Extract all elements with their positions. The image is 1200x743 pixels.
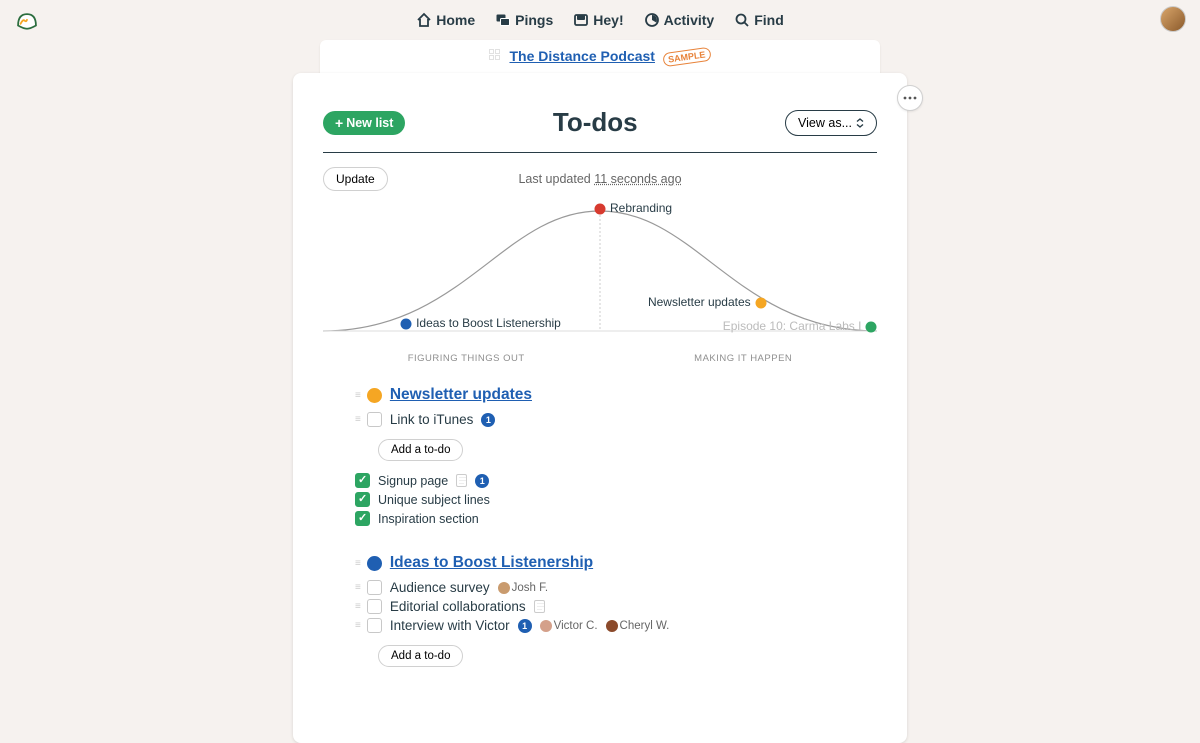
comment-count-badge: 1 (518, 619, 532, 633)
drag-handle-icon[interactable]: ≡ (355, 390, 359, 401)
comment-count-badge: 1 (481, 413, 495, 427)
nav-activity[interactable]: Activity (644, 12, 715, 28)
assignee: Cheryl W. (606, 620, 670, 632)
todo-checkbox[interactable] (367, 412, 382, 427)
todo-label: Link to iTunes (390, 412, 474, 427)
drag-handle-icon[interactable]: ≡ (355, 558, 359, 569)
drag-handle-icon[interactable]: ≡ (355, 601, 359, 612)
add-todo-button[interactable]: Add a to-do (378, 645, 463, 667)
nav-pings[interactable]: Pings (495, 12, 553, 28)
hill-dot[interactable] (401, 319, 412, 330)
assignee: Josh F. (498, 582, 548, 594)
assignee-avatar-icon (606, 620, 618, 632)
doc-icon (534, 600, 545, 613)
hill-dot[interactable] (866, 322, 877, 333)
todo-checkbox-done[interactable] (355, 511, 370, 526)
todo-item[interactable]: ≡ Audience survey Josh F. (355, 578, 845, 597)
breadcrumb: The Distance Podcast SAMPLE (320, 40, 880, 74)
assignee-avatar-icon (498, 582, 510, 594)
hill-axis-left: FIGURING THINGS OUT (408, 353, 525, 364)
hill-dot[interactable] (595, 203, 606, 214)
list-title-link[interactable]: Newsletter updates (390, 386, 532, 404)
assignee: Victor C. (540, 620, 598, 632)
drag-handle-icon[interactable]: ≡ (355, 620, 359, 631)
doc-icon (456, 474, 467, 487)
pings-icon (495, 12, 511, 28)
todo-label: Inspiration section (378, 512, 479, 526)
nav-find[interactable]: Find (734, 12, 784, 28)
hey-icon (573, 12, 589, 28)
main-card: + New list To-dos View as... Update Last… (293, 73, 907, 743)
page-title: To-dos (553, 107, 638, 138)
todo-checkbox[interactable] (367, 599, 382, 614)
hill-dot-label: Newsletter updates (648, 295, 751, 309)
todo-item[interactable]: ≡ Link to iTunes 1 (355, 410, 845, 429)
search-icon (734, 12, 750, 28)
home-icon (416, 12, 432, 28)
todo-item-completed[interactable]: Inspiration section (355, 509, 845, 528)
plus-icon: + (335, 116, 343, 130)
nav-hey[interactable]: Hey! (573, 12, 623, 28)
todo-item-completed[interactable]: Signup page 1 (355, 471, 845, 490)
todo-label: Audience survey (390, 580, 490, 595)
hill-dot-label: Ideas to Boost Listenership (416, 316, 561, 330)
sample-badge: SAMPLE (663, 47, 712, 67)
list-color-dot (367, 388, 382, 403)
todo-checkbox[interactable] (367, 580, 382, 595)
drag-handle-icon[interactable]: ≡ (355, 582, 359, 593)
todo-item[interactable]: ≡ Interview with Victor 1 Victor C. Cher… (355, 616, 845, 635)
todo-checkbox[interactable] (367, 618, 382, 633)
hill-chart: Ideas to Boost Listenership Rebranding New… (323, 201, 877, 351)
ellipsis-icon (903, 96, 917, 100)
assignee-avatar-icon (540, 620, 552, 632)
todo-checkbox-done[interactable] (355, 473, 370, 488)
view-as-button[interactable]: View as... (785, 110, 877, 136)
new-list-button[interactable]: + New list (323, 111, 405, 135)
hill-dot[interactable] (755, 298, 766, 309)
more-actions-button[interactable] (897, 85, 923, 111)
updown-icon (856, 118, 864, 128)
todo-checkbox-done[interactable] (355, 492, 370, 507)
top-nav: Home Pings Hey! Activity Find (0, 0, 1200, 40)
add-todo-button[interactable]: Add a to-do (378, 439, 463, 461)
hill-dot-label: Episode 10: Carma Labs I (723, 319, 862, 333)
list-block: ≡ Newsletter updates ≡ Link to iTunes 1 Ad… (355, 386, 845, 528)
list-color-dot (367, 556, 382, 571)
todo-label: Interview with Victor (390, 618, 510, 633)
todo-item-completed[interactable]: Unique subject lines (355, 490, 845, 509)
breadcrumb-project-link[interactable]: The Distance Podcast (509, 48, 655, 64)
project-grid-icon (489, 48, 501, 66)
hill-axis-right: MAKING IT HAPPEN (694, 353, 792, 364)
todo-label: Unique subject lines (378, 493, 490, 507)
activity-icon (644, 12, 660, 28)
todo-label: Signup page (378, 474, 448, 488)
nav-home[interactable]: Home (416, 12, 475, 28)
last-updated: Last updated 11 seconds ago (323, 172, 877, 186)
todo-item[interactable]: ≡ Editorial collaborations (355, 597, 845, 616)
drag-handle-icon[interactable]: ≡ (355, 414, 359, 425)
todo-label: Editorial collaborations (390, 599, 526, 614)
comment-count-badge: 1 (475, 474, 489, 488)
list-title-link[interactable]: Ideas to Boost Listenership (390, 554, 593, 572)
hill-dot-label: Rebranding (610, 201, 672, 215)
